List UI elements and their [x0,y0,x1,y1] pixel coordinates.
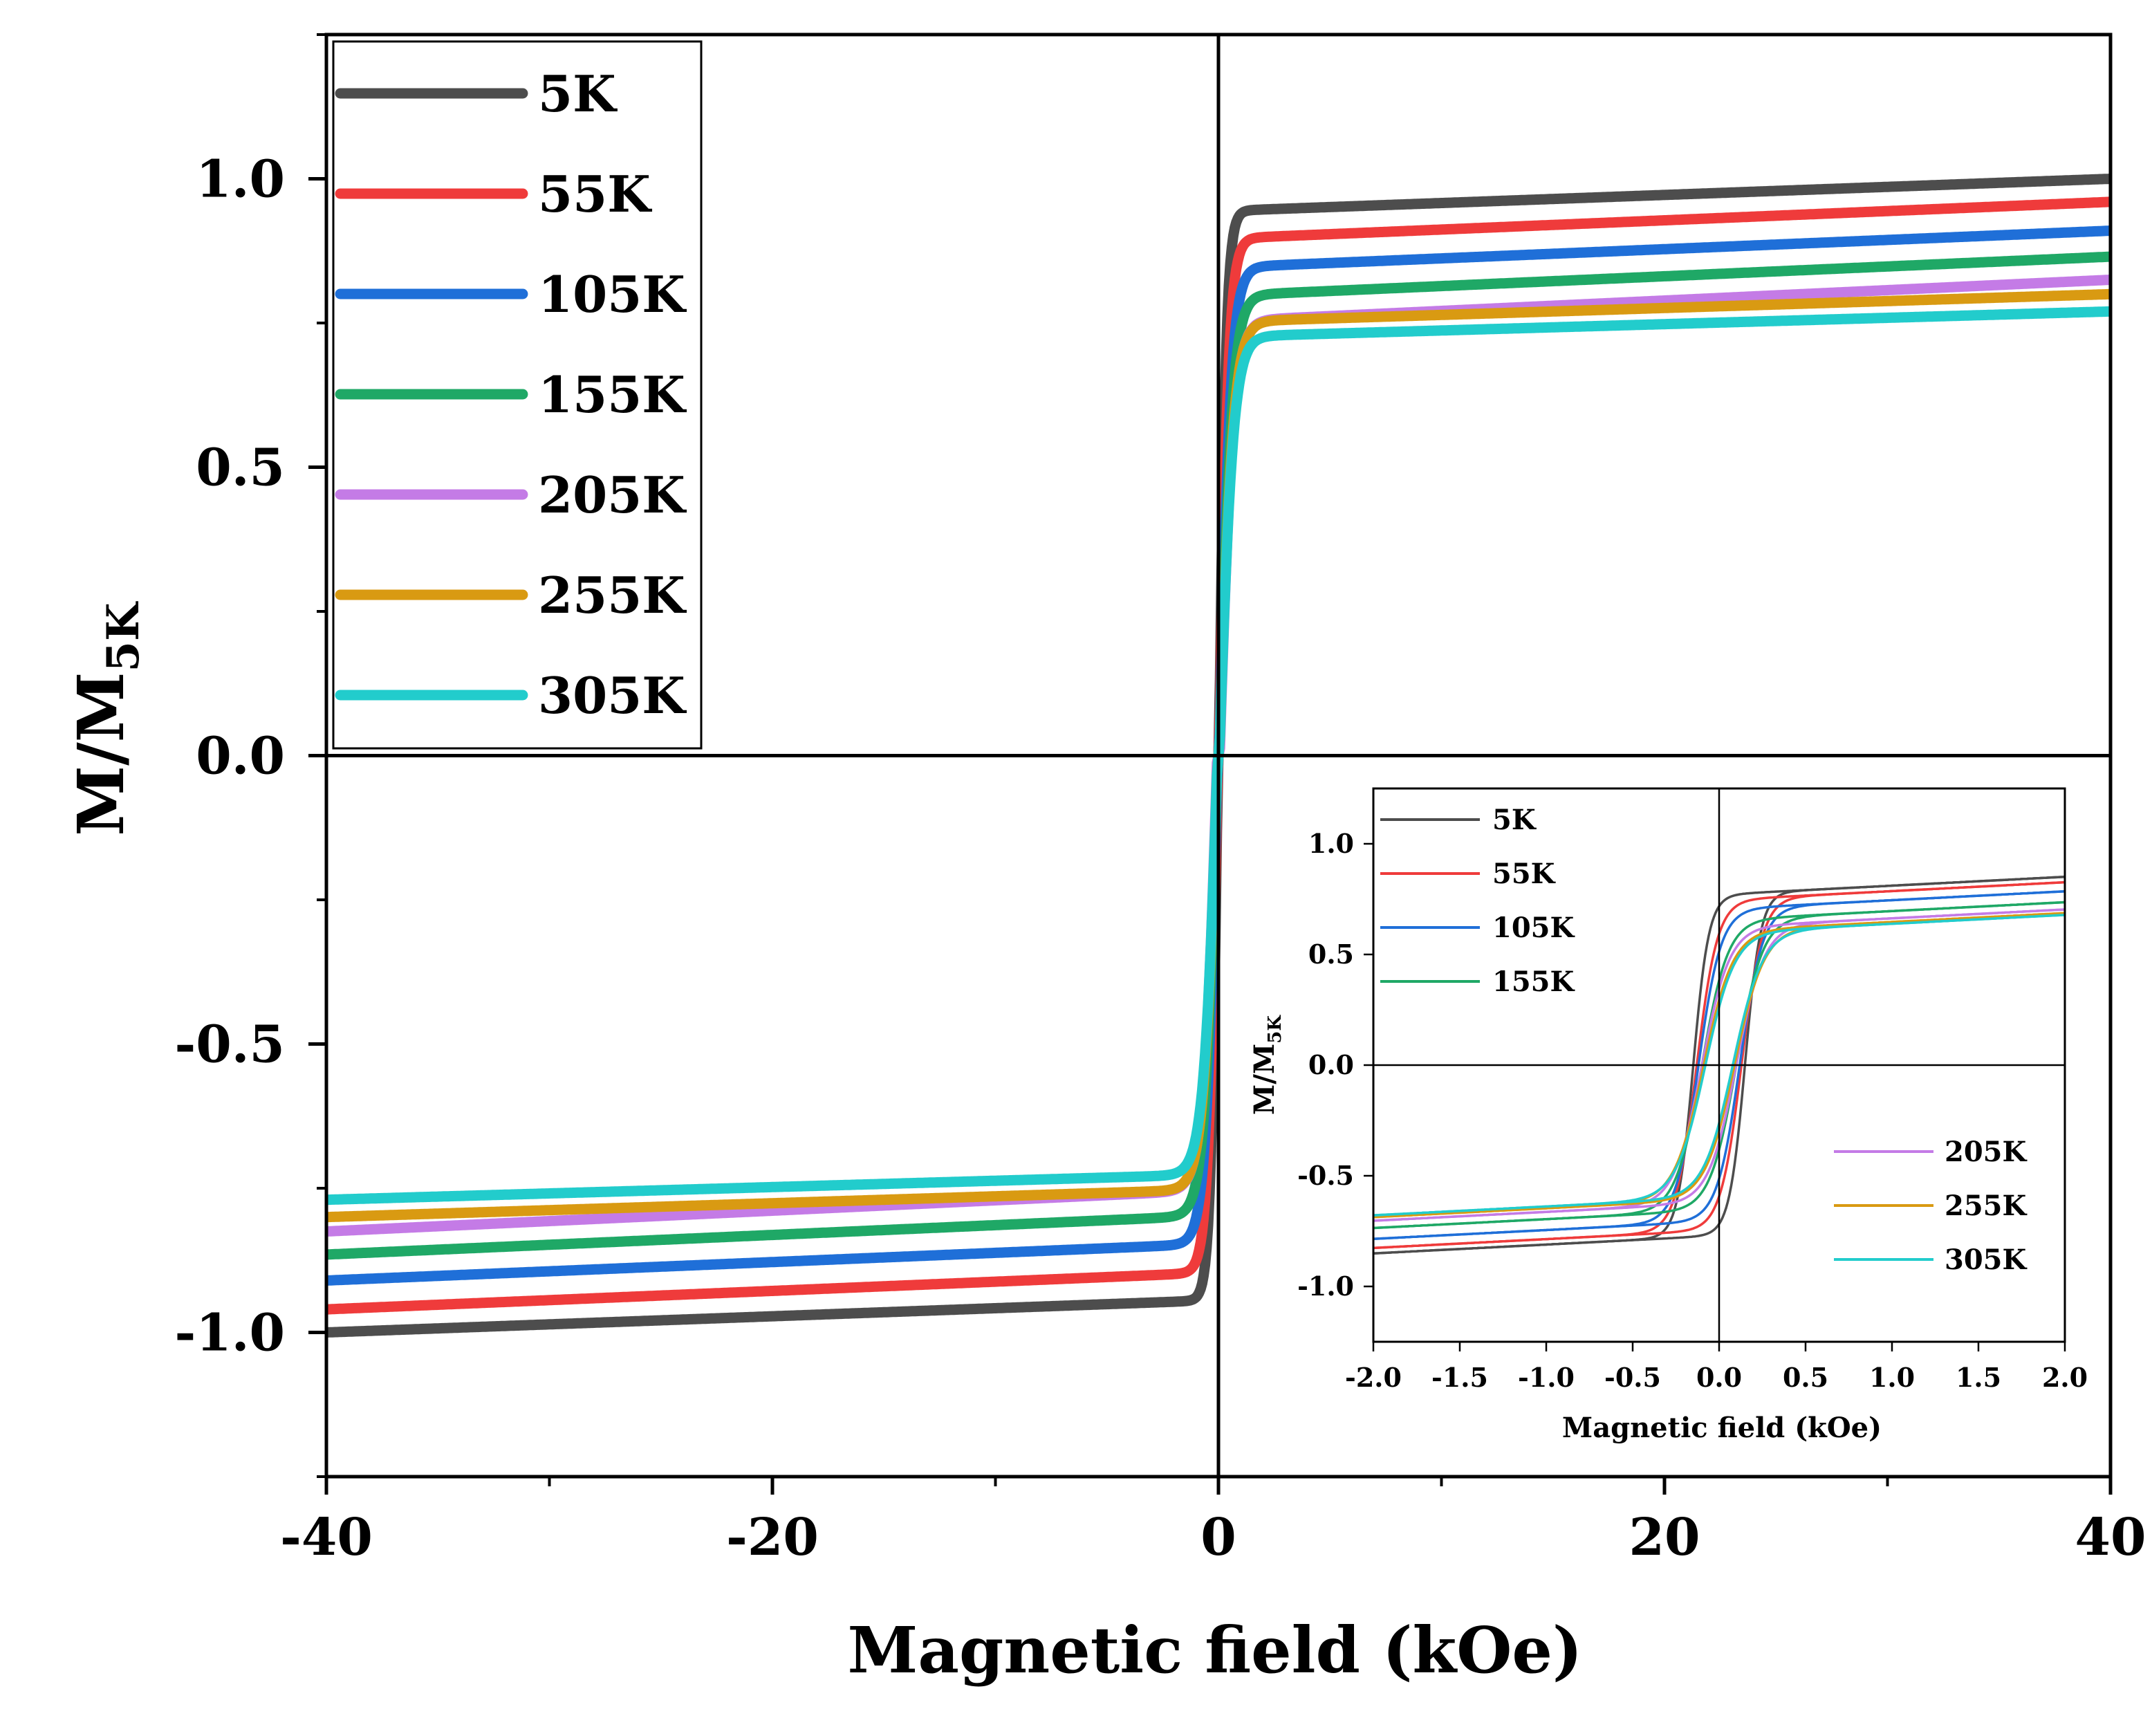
main-legend-label-55K: 55K [538,165,652,223]
main-x-tick-label: -40 [280,1508,373,1567]
inset-y-tick-label: 0.0 [1308,1049,1354,1080]
inset-x-tick-label: 1.0 [1869,1362,1915,1393]
inset-x-tick-labels: -2.0 -1.5 -1.0 -0.5 0.0 0.5 1.0 1.5 2.0 [1345,1362,2088,1393]
inset-legend-label-155K: 155K [1492,966,1575,998]
main-y-axis-title-subscript: 5K [98,601,149,672]
inset-y-axis-title-main: M/M [1248,1044,1281,1115]
inset-y-tick-label: 1.0 [1308,828,1354,859]
main-y-tick-labels: -1.0 -0.5 0.0 0.5 1.0 [175,150,285,1363]
main-x-tick-label: 0 [1200,1508,1236,1567]
inset-x-tick-label: -1.0 [1518,1362,1575,1393]
inset-zero-lines [1373,788,2065,1342]
main-y-axis-title-main: M/M [64,672,138,835]
inset-x-tick-label: 1.5 [1956,1362,2001,1393]
main-x-tick-label: -20 [726,1508,819,1567]
inset-chart: -2.0 -1.5 -1.0 -0.5 0.0 0.5 1.0 1.5 2.0 -1.0 -0.5… [1248,787,2088,1444]
inset-legend-label-55K: 55K [1492,858,1556,890]
main-y-tick-label: 1.0 [196,150,285,210]
main-legend-label-255K: 255K [538,566,687,625]
inset-legend-label-205K: 205K [1945,1136,2027,1168]
inset-legend-label-105K: 105K [1492,912,1575,944]
inset-y-axis-title-subscript: 5K [1265,1015,1286,1044]
inset-y-tick-labels: -1.0 -0.5 0.0 0.5 1.0 [1297,828,1354,1302]
inset-x-tick-label: -1.5 [1431,1362,1488,1393]
main-x-tick-labels: -40 -20 0 20 40 [280,1508,2146,1567]
main-y-tick-label: -1.0 [175,1304,285,1363]
main-legend-items: 5K 55K 105K 155K 205K 255K 305K [335,64,687,725]
main-y-tick-label: 0.5 [196,438,285,498]
inset-legend-label-5K: 5K [1492,804,1537,836]
inset-x-tick-label: 0.0 [1696,1362,1742,1393]
inset-x-axis-title: Magnetic field (kOe) [1562,1412,1882,1444]
inset-x-tick-label: -2.0 [1345,1362,1402,1393]
main-legend-label-205K: 205K [538,465,687,524]
inset-legend-label-255K: 255K [1945,1190,2027,1222]
main-zero-lines [326,35,2111,1477]
main-y-axis-title: M/M5K [64,601,149,836]
inset-ticks [1364,842,2066,1351]
main-x-axis-title: Magnetic field (kOe) [848,1613,1583,1688]
inset-y-axis-title: M/M5K [1248,1015,1286,1115]
inset-y-tick-label: -1.0 [1297,1271,1354,1302]
main-legend-label-105K: 105K [538,265,687,324]
main-y-tick-label: -0.5 [175,1015,285,1075]
main-ticks [308,33,2113,1495]
main-x-tick-label: 20 [1629,1508,1700,1567]
inset-x-tick-label: 0.5 [1783,1362,1828,1393]
main-legend-label-155K: 155K [538,365,687,424]
inset-y-tick-label: 0.5 [1308,939,1354,970]
inset-x-tick-label: -0.5 [1604,1362,1661,1393]
inset-y-tick-label: -0.5 [1297,1160,1354,1191]
inset-x-tick-label: 2.0 [2042,1362,2088,1393]
main-x-tick-label: 40 [2075,1508,2146,1567]
main-y-tick-label: 0.0 [196,727,285,786]
inset-legend-items: 5K 55K 105K 155K 205K 255K 305K [1380,804,2027,1276]
main-legend: 5K 55K 105K 155K 205K 255K 305K [332,40,703,750]
inset-legend-label-305K: 305K [1945,1244,2027,1276]
main-legend-label-5K: 5K [538,64,618,123]
main-chart: -40 -20 0 20 40 -1.0 -0.5 0.0 0.5 1.0 Magnetic f… [64,33,2146,1688]
main-legend-label-305K: 305K [538,666,687,725]
